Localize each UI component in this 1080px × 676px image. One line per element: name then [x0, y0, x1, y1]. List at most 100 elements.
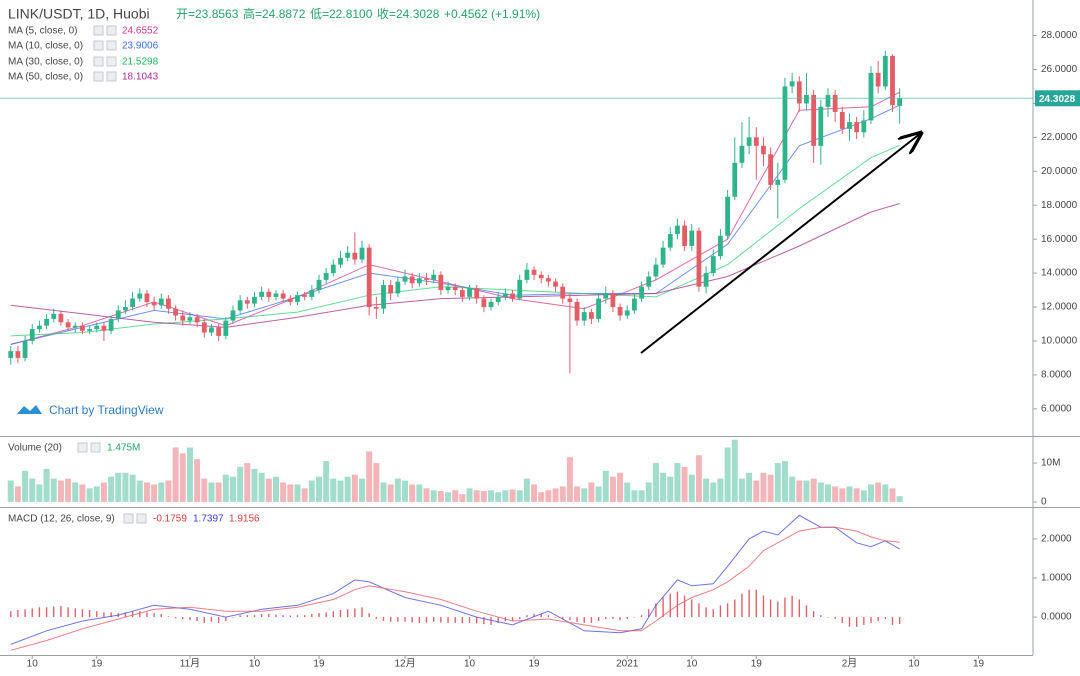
histogram-bar	[870, 617, 872, 623]
histogram-bar	[311, 613, 313, 618]
y-tick-label: 10.0000	[1041, 336, 1078, 347]
volume-bar	[65, 478, 72, 502]
histogram-bar	[884, 617, 887, 620]
histogram-bar	[103, 612, 105, 618]
histogram-bar	[332, 611, 335, 618]
candle-body	[796, 81, 802, 104]
candle-body	[567, 298, 573, 302]
volume-bar	[179, 453, 186, 502]
x-tick-label: 19	[528, 659, 540, 670]
volume-bar	[272, 476, 279, 502]
histogram-bar	[239, 615, 241, 618]
volume-bar	[172, 447, 179, 502]
candle-body	[675, 225, 680, 235]
histogram-bar	[848, 617, 851, 627]
candle-body	[438, 274, 444, 291]
volume-bar	[430, 490, 437, 502]
candle-body	[574, 301, 580, 321]
candle-body	[330, 264, 336, 274]
candle-body	[811, 94, 817, 146]
volume-bar	[437, 491, 444, 502]
candle-body	[166, 298, 171, 309]
histogram-bar	[38, 607, 41, 618]
histogram-bar	[203, 617, 205, 623]
volume-bar	[574, 486, 581, 502]
volume-bar	[402, 480, 409, 502]
x-tick-label: 12月	[394, 658, 415, 670]
macd-legend-value: -0.1759	[153, 514, 187, 525]
candle-body	[266, 291, 272, 297]
volume-bar	[258, 472, 265, 502]
legend-label: MA (10, close, 0)	[8, 41, 83, 52]
macd-line	[10, 514, 900, 645]
volume-bar	[36, 484, 43, 502]
histogram-bar	[877, 617, 879, 621]
histogram-bar	[10, 611, 12, 618]
volume-bar	[488, 490, 495, 502]
volume-bar	[832, 486, 839, 502]
candle-body	[682, 225, 687, 246]
histogram-bar	[734, 599, 736, 618]
volume-bar	[731, 439, 738, 502]
candle-body	[847, 122, 852, 129]
candle-body	[259, 291, 265, 297]
histogram-bar	[784, 597, 786, 618]
histogram-bar	[655, 603, 657, 618]
x-tick-label: 10	[27, 659, 39, 670]
histogram-bar	[268, 613, 270, 618]
histogram-bar	[562, 617, 564, 620]
credit[interactable]: Chart by TradingView	[49, 403, 164, 417]
histogram-bar	[88, 610, 91, 618]
candle-body	[646, 276, 652, 287]
histogram-bar	[812, 611, 815, 618]
candle-body	[87, 329, 92, 331]
legend-value: 23.9006	[122, 41, 159, 52]
histogram-bar	[698, 603, 700, 618]
histogram-bar	[640, 615, 643, 618]
histogram-bar	[210, 617, 213, 622]
histogram-bar	[289, 615, 292, 618]
histogram-bar	[554, 617, 557, 618]
volume-bar	[853, 488, 860, 502]
candle-body	[854, 122, 860, 133]
candle-body	[80, 325, 85, 331]
candle-body	[603, 293, 609, 299]
candle-body	[517, 279, 523, 299]
volume-bar	[767, 474, 774, 502]
histogram-bar	[497, 617, 499, 623]
candle-body	[51, 313, 57, 319]
histogram-bar	[325, 612, 327, 618]
candle-body	[44, 318, 49, 326]
candle-body	[230, 310, 236, 321]
trend-arrow	[640, 133, 921, 354]
histogram-bar	[368, 613, 370, 618]
legend-value: 24.6552	[122, 26, 159, 37]
candle-body	[280, 293, 286, 299]
candle-body	[388, 284, 394, 294]
histogram-bar	[53, 606, 55, 618]
legend-label: MA (30, close, 0)	[8, 57, 83, 68]
volume-bar	[287, 484, 294, 502]
histogram-bar	[303, 615, 306, 618]
chart-title: LINK/USDT, 1D, Huobi	[8, 6, 150, 22]
volume-bar	[129, 474, 136, 502]
volume-bar	[165, 480, 172, 502]
candle-body	[352, 252, 358, 260]
volume-bar	[201, 478, 208, 502]
histogram-bar	[827, 617, 829, 618]
last-price-label: 24.3028	[1039, 94, 1076, 105]
candle-body	[130, 298, 136, 308]
histogram-bar	[633, 617, 636, 618]
candle-body	[832, 94, 838, 112]
volume-bar	[803, 480, 810, 502]
macd-legend: MACD (12, 26, close, 9)	[8, 514, 115, 525]
candle-body	[216, 327, 222, 336]
histogram-bar	[648, 609, 650, 618]
candle-body	[108, 318, 114, 331]
histogram-bar	[282, 615, 284, 618]
candle-body	[488, 301, 494, 308]
volume-bar	[495, 492, 502, 502]
volume-bar	[323, 461, 330, 502]
volume-bar	[566, 457, 573, 502]
volume-bar	[645, 482, 652, 502]
